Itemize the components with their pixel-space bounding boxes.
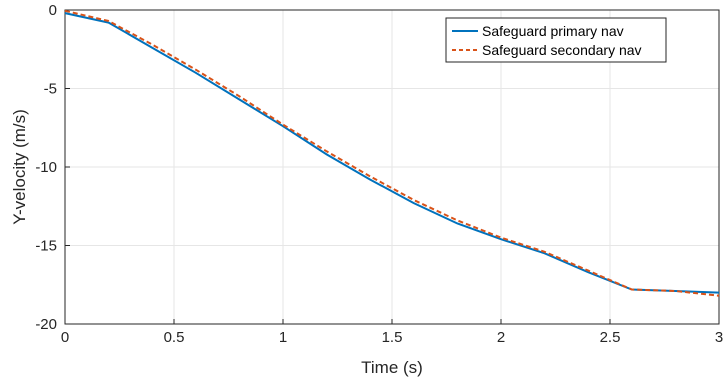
legend-entry-primary: Safeguard primary nav xyxy=(482,23,624,39)
series-lines xyxy=(64,9,720,297)
x-tick-label: 1.5 xyxy=(382,329,403,346)
legend-entry-secondary: Safeguard secondary nav xyxy=(482,42,642,58)
legend: Safeguard primary nav Safeguard secondar… xyxy=(445,17,667,63)
y-tick-label: -15 xyxy=(35,238,57,255)
legend-box xyxy=(445,17,667,63)
y-axis-ticks: 0 -5 -10 -15 -20 xyxy=(35,2,70,333)
series-line-secondary xyxy=(64,9,720,297)
x-tick-label: 3 xyxy=(715,329,723,346)
y-tick-label: -20 xyxy=(35,316,57,333)
x-tick-label: 2.5 xyxy=(600,329,621,346)
y-tick-label: -5 xyxy=(44,81,57,98)
y-tick-label: -10 xyxy=(35,159,57,176)
x-tick-label: 2 xyxy=(497,329,505,346)
x-axis-label: Time (s) xyxy=(361,358,423,377)
x-axis-ticks: 0 0.5 1 1.5 2 2.5 3 xyxy=(61,319,723,346)
x-tick-label: 1 xyxy=(279,329,287,346)
y-axis-label: Y-velocity (m/s) xyxy=(10,109,29,225)
y-tick-label: 0 xyxy=(49,2,57,19)
x-tick-label: 0 xyxy=(61,329,69,346)
x-tick-label: 0.5 xyxy=(164,329,185,346)
